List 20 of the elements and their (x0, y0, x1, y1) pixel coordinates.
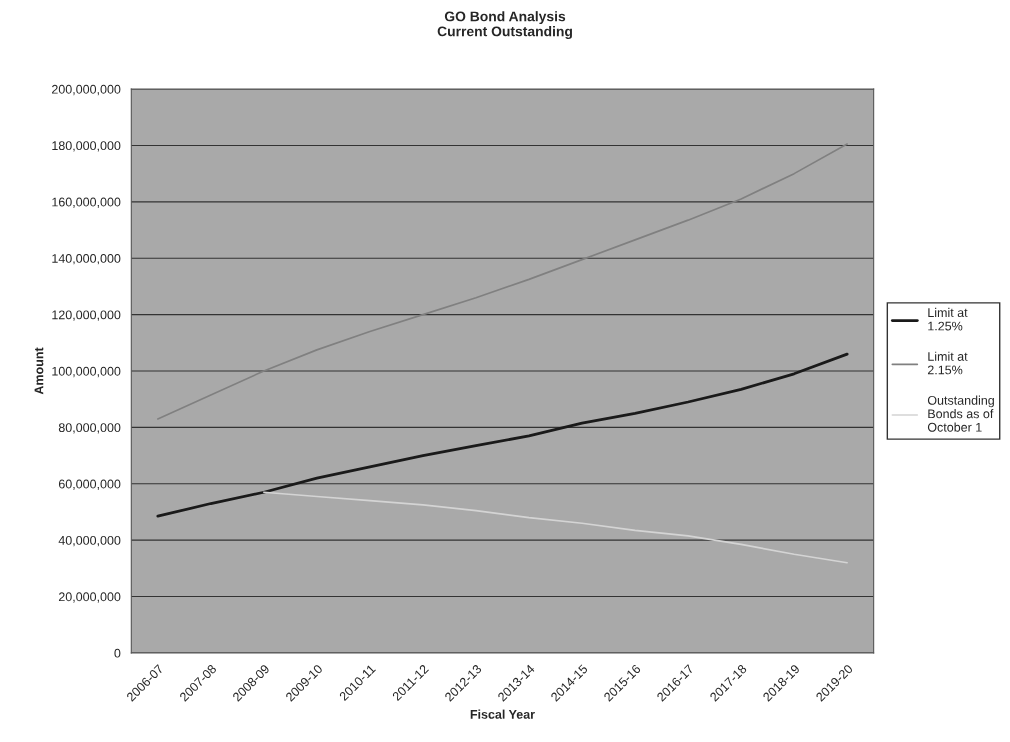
chart-title: GO Bond Analysis Current Outstanding (437, 11, 572, 40)
line-series (156, 352, 849, 518)
y-tick-label: 200,000,000 (52, 84, 121, 96)
y-axis-title: Amount (34, 347, 44, 395)
line-series (263, 491, 848, 564)
y-tick-label: 180,000,000 (52, 141, 121, 152)
legend-label: Outstanding Bonds as of October 1 (927, 395, 994, 432)
y-tick-label: 120,000,000 (52, 310, 121, 321)
y-tick-label: 0 (114, 648, 121, 658)
y-tick-label: 40,000,000 (58, 535, 121, 547)
line-series (156, 143, 848, 420)
legend-label: Limit at 1.25% (928, 307, 968, 331)
y-tick-label: 80,000,000 (58, 423, 121, 434)
y-tick-label: 140,000,000 (52, 254, 121, 265)
y-tick-label: 60,000,000 (58, 479, 121, 490)
y-tick-label: 160,000,000 (52, 197, 121, 208)
y-tick-label: 20,000,000 (58, 592, 121, 603)
x-axis-title: Fiscal Year (470, 709, 535, 719)
y-tick-label: 100,000,000 (52, 366, 121, 378)
legend-label: Limit at 2.15% (927, 351, 968, 375)
